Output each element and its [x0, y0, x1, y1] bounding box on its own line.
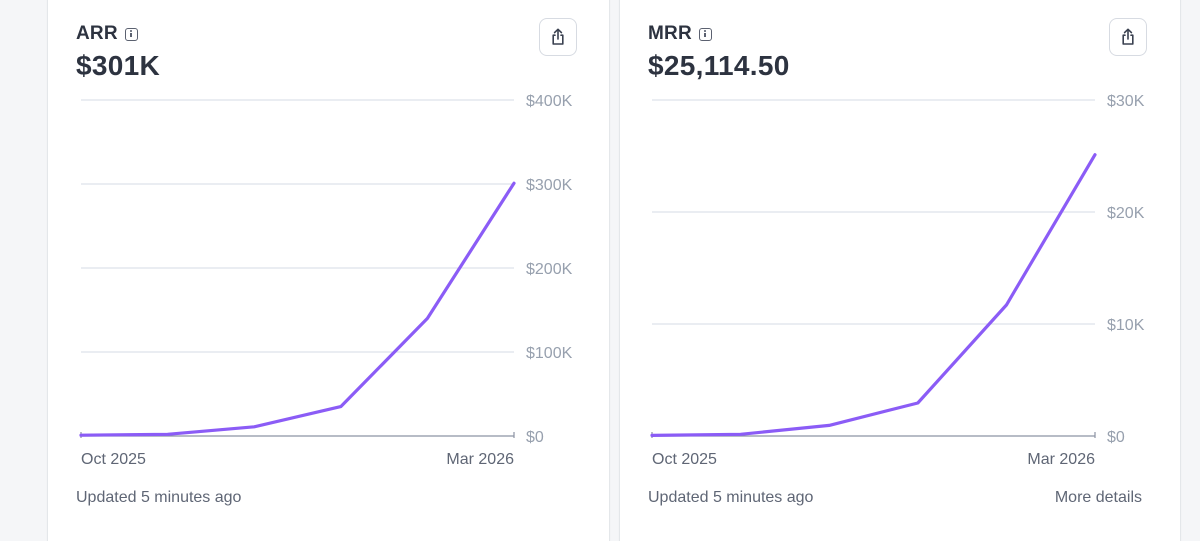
info-icon[interactable]	[124, 27, 138, 41]
arr-share-button[interactable]	[539, 18, 577, 56]
mrr-title: MRR	[648, 23, 692, 44]
arr-y-tick-label: $100K	[526, 345, 573, 362]
arr-chart: $0 $100K $200K $300K $400K Oct 2025 Mar 2026	[79, 93, 573, 468]
mrr-x-tick-label: Oct 2025	[652, 451, 717, 468]
share-icon	[1122, 28, 1134, 45]
mrr-y-tick-label: $20K	[1107, 205, 1145, 222]
mrr-y-tick-label: $0	[1107, 429, 1125, 446]
arr-x-tick-label: Mar 2026	[446, 451, 514, 468]
arr-title: ARR	[76, 23, 118, 44]
more-details-link[interactable]: More details	[1054, 489, 1142, 506]
arr-y-tick-label: $200K	[526, 261, 573, 278]
arr-y-tick-label: $400K	[526, 93, 573, 110]
arr-value: $301K	[76, 50, 161, 81]
info-icon[interactable]	[698, 27, 712, 41]
mrr-chart: $0 $10K $20K $30K Oct 2025 Mar 2026	[650, 93, 1145, 468]
mrr-y-tick-label: $30K	[1107, 93, 1145, 110]
mrr-title-row: MRR	[648, 23, 712, 45]
mrr-y-tick-label: $10K	[1107, 317, 1145, 334]
mrr-series-line	[650, 153, 1097, 437]
mrr-updated-text: Updated 5 minutes ago	[648, 489, 814, 506]
arr-x-tick-label: Oct 2025	[81, 451, 146, 468]
mrr-value: $25,114.50	[648, 50, 790, 81]
arr-y-tick-label: $300K	[526, 177, 573, 194]
mrr-card: MRR $25,114.50 $0 $10K $20K $30K Oct 2025 Mar…	[620, 0, 1180, 541]
mrr-x-tick-label: Mar 2026	[1027, 451, 1095, 468]
arr-y-tick-label: $0	[526, 429, 544, 446]
arr-title-row: ARR	[76, 23, 138, 45]
arr-card: ARR $301K $0 $100K $200K $300K $400K Oct 2025…	[48, 0, 609, 541]
share-icon	[552, 28, 564, 45]
arr-updated-text: Updated 5 minutes ago	[76, 489, 242, 506]
arr-series-line	[79, 181, 516, 437]
mrr-share-button[interactable]	[1109, 18, 1147, 56]
